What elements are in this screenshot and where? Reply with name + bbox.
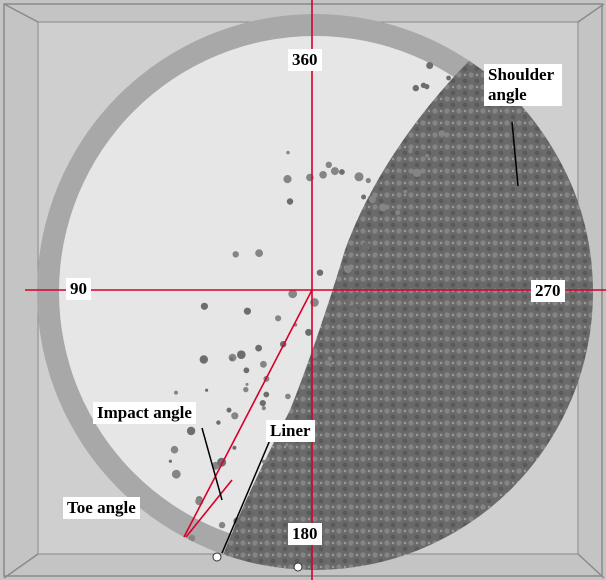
particle bbox=[316, 269, 324, 276]
angle-label: 180 bbox=[288, 523, 322, 545]
particle bbox=[412, 84, 419, 92]
leader-lines bbox=[201, 121, 519, 554]
particle bbox=[408, 149, 413, 154]
liner-marker bbox=[293, 562, 303, 572]
particle bbox=[343, 265, 352, 274]
particle bbox=[263, 391, 270, 398]
charge bbox=[168, 60, 593, 570]
particle bbox=[243, 386, 249, 393]
particle bbox=[200, 302, 208, 310]
particle bbox=[368, 196, 376, 204]
particle bbox=[188, 534, 196, 542]
particle bbox=[168, 459, 172, 463]
liner-marker bbox=[212, 552, 222, 562]
particle bbox=[230, 357, 234, 361]
particle bbox=[426, 62, 434, 69]
particle bbox=[171, 469, 181, 479]
particle bbox=[275, 315, 282, 322]
particle bbox=[361, 241, 371, 251]
particle bbox=[245, 382, 249, 386]
particle bbox=[237, 350, 246, 360]
flying-particles bbox=[168, 62, 451, 542]
annotation: Impact angle bbox=[93, 402, 196, 424]
particle bbox=[186, 426, 196, 436]
particle bbox=[446, 75, 451, 81]
angle-label: 360 bbox=[288, 49, 322, 71]
particle bbox=[355, 295, 364, 304]
particle bbox=[424, 84, 430, 90]
particle bbox=[285, 442, 289, 447]
particle bbox=[232, 445, 237, 450]
particle bbox=[354, 172, 364, 182]
particle bbox=[319, 171, 327, 179]
particle bbox=[199, 355, 208, 364]
particle bbox=[305, 328, 313, 336]
particle bbox=[285, 393, 291, 400]
particle bbox=[325, 161, 332, 168]
particle bbox=[283, 175, 292, 184]
particle bbox=[170, 445, 179, 454]
particle bbox=[261, 459, 266, 464]
particle bbox=[288, 289, 298, 299]
reference-lines bbox=[25, 0, 606, 580]
particle bbox=[226, 407, 232, 413]
annotation: Shoulder angle bbox=[484, 64, 562, 106]
particle bbox=[395, 172, 403, 180]
particle bbox=[403, 189, 408, 194]
particle bbox=[243, 367, 250, 374]
particle bbox=[255, 344, 262, 352]
particle bbox=[339, 169, 345, 175]
particle bbox=[327, 356, 333, 361]
particle bbox=[228, 353, 237, 362]
particle bbox=[216, 420, 221, 425]
particle bbox=[205, 388, 209, 392]
angle-label: 90 bbox=[66, 278, 91, 300]
particle bbox=[328, 362, 332, 367]
particle bbox=[412, 168, 422, 178]
particle bbox=[438, 130, 446, 138]
particle bbox=[243, 307, 251, 315]
particle bbox=[286, 198, 294, 205]
particle bbox=[260, 360, 267, 368]
particle bbox=[425, 153, 429, 158]
annotation: Toe angle bbox=[63, 497, 140, 519]
particle bbox=[286, 150, 290, 155]
particle bbox=[259, 400, 266, 407]
particle bbox=[352, 307, 359, 314]
particle bbox=[232, 251, 239, 258]
particle bbox=[255, 249, 263, 257]
particle bbox=[261, 406, 266, 411]
particle bbox=[330, 167, 339, 176]
particle bbox=[174, 390, 178, 395]
particle bbox=[383, 231, 387, 235]
angle-label: 270 bbox=[531, 280, 565, 302]
particle bbox=[345, 299, 351, 305]
annotation: Liner bbox=[266, 420, 315, 442]
particle bbox=[365, 177, 371, 184]
particle bbox=[361, 194, 367, 200]
particle bbox=[218, 521, 226, 529]
particle-bed bbox=[220, 60, 593, 570]
particle bbox=[379, 203, 387, 212]
particle bbox=[231, 412, 239, 420]
particle bbox=[395, 210, 401, 216]
